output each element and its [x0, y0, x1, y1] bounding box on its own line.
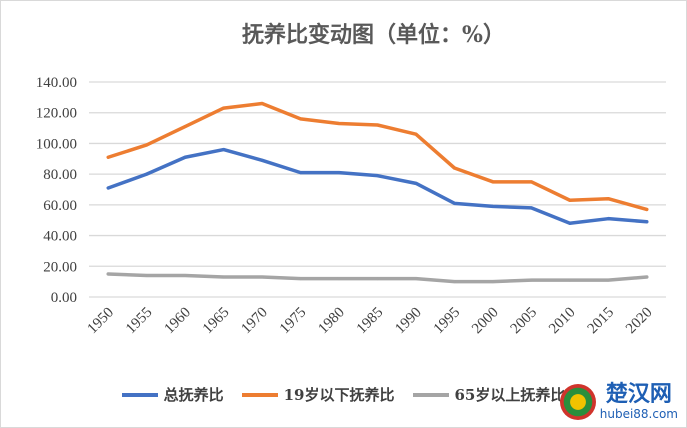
- x-tick-label: 1980: [315, 305, 348, 338]
- x-tick-label: 1965: [200, 305, 233, 338]
- data-point: [645, 220, 649, 224]
- watermark: 楚汉网 hubei88.com: [559, 382, 678, 421]
- data-point: [260, 102, 264, 105]
- legend-label: 总抚养比: [163, 386, 224, 404]
- legend: 总抚养比 19岁以下抚养比 65岁以上抚养比: [1, 384, 686, 405]
- x-tick-label: 1950: [85, 305, 118, 338]
- data-point: [222, 275, 226, 279]
- data-point: [222, 106, 226, 110]
- y-tick-label: 140.00: [36, 75, 77, 91]
- data-point: [376, 123, 379, 127]
- x-tick-label: 1960: [161, 305, 194, 338]
- data-point: [491, 204, 495, 208]
- x-tick-label: 2010: [546, 305, 579, 338]
- data-point: [106, 186, 110, 190]
- data-point: [645, 207, 649, 211]
- x-tick-label: 1955: [123, 305, 156, 338]
- data-point: [491, 280, 495, 284]
- data-point: [260, 158, 264, 162]
- data-point: [299, 117, 303, 121]
- chart-title: 抚养比变动图（单位：%）: [242, 22, 505, 48]
- x-tick-label: 1970: [238, 305, 271, 338]
- data-point: [529, 180, 533, 184]
- data-point: [299, 171, 303, 175]
- series-line: [106, 147, 649, 226]
- watermark-cn: 楚汉网: [605, 382, 672, 407]
- data-point: [568, 198, 572, 202]
- x-tick-label: 1985: [354, 305, 387, 338]
- data-point: [145, 143, 149, 147]
- y-tick-label: 20.00: [43, 259, 77, 275]
- legend-item-total: 总抚养比: [121, 384, 224, 405]
- watermark-logo-icon: [559, 384, 596, 420]
- data-point: [606, 197, 610, 201]
- data-point: [645, 275, 649, 279]
- data-point: [145, 172, 149, 176]
- data-point: [145, 274, 149, 277]
- y-tick-label: 0.00: [51, 290, 77, 306]
- x-tick-label: 1990: [392, 305, 425, 338]
- y-tick-label: 120.00: [36, 106, 77, 122]
- x-tick-label: 1975: [277, 305, 310, 338]
- legend-label: 19岁以下抚养比: [283, 386, 395, 404]
- data-point: [452, 201, 456, 205]
- data-point: [183, 274, 187, 277]
- legend-swatch: [241, 392, 278, 397]
- data-point: [568, 278, 572, 282]
- data-point: [222, 148, 226, 152]
- data-point: [414, 277, 418, 281]
- data-point: [183, 155, 187, 159]
- data-point: [337, 277, 341, 281]
- x-tick-label: 2020: [623, 305, 656, 338]
- y-tick-label: 80.00: [43, 167, 77, 183]
- watermark-en: hubei88.com: [599, 407, 678, 421]
- data-point: [452, 280, 456, 284]
- data-point: [491, 180, 495, 184]
- data-point: [299, 277, 303, 281]
- data-point: [414, 181, 418, 185]
- x-tick-label: 1995: [431, 305, 464, 338]
- x-tick-label: 2000: [469, 305, 502, 338]
- legend-item-old: 65岁以上抚养比: [412, 384, 566, 405]
- x-tick-label: 2015: [585, 305, 618, 338]
- data-point: [106, 272, 110, 276]
- legend-label: 65岁以上抚养比: [454, 386, 566, 404]
- data-point: [106, 155, 110, 159]
- data-point: [414, 132, 418, 136]
- data-point: [452, 166, 456, 170]
- legend-swatch: [412, 392, 449, 397]
- x-tick-label: 2005: [508, 305, 541, 338]
- data-point: [529, 278, 533, 282]
- data-point: [376, 174, 379, 178]
- data-point: [606, 278, 610, 282]
- legend-item-young: 19岁以下抚养比: [241, 384, 395, 405]
- data-point: [337, 171, 341, 175]
- data-point: [529, 206, 533, 210]
- data-point: [260, 275, 264, 279]
- data-point: [606, 217, 610, 221]
- y-tick-label: 60.00: [43, 198, 77, 214]
- data-point: [183, 125, 187, 129]
- data-point: [568, 221, 572, 225]
- data-point: [376, 277, 379, 281]
- legend-swatch: [121, 392, 158, 397]
- y-tick-label: 100.00: [36, 136, 77, 152]
- data-point: [337, 121, 341, 125]
- y-tick-label: 40.00: [43, 229, 77, 245]
